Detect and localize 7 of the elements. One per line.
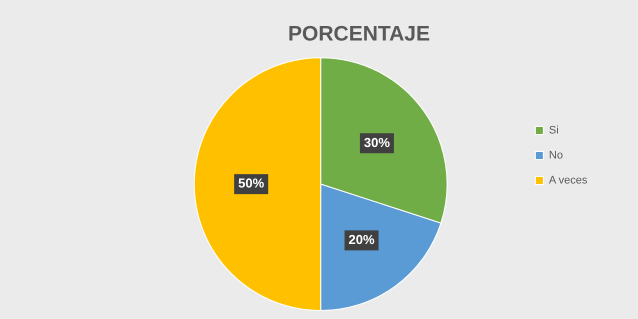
data-label: 50% [238,176,265,191]
chart-title: PORCENTAJE [288,22,430,46]
legend-label: A veces [548,174,588,187]
legend-label: No [548,150,563,162]
data-label: 20% [348,232,375,247]
legend-label: Si [548,124,559,137]
data-label: 30% [364,134,390,150]
